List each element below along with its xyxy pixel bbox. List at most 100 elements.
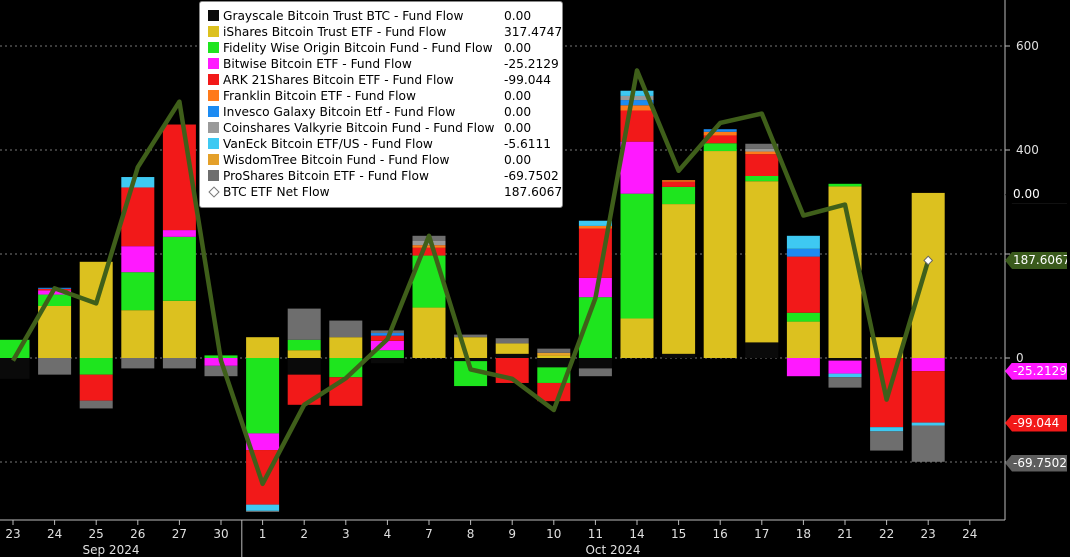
bar-segment <box>246 504 280 511</box>
bar-segment <box>329 337 363 358</box>
legend-swatch <box>208 170 219 181</box>
bar-segment <box>662 186 696 205</box>
bar-segment <box>162 300 196 358</box>
bar-segment <box>786 256 820 313</box>
bar-segment <box>537 367 571 383</box>
y-tick-label: 400 <box>1016 143 1039 157</box>
x-tick-label: 27 <box>172 527 187 541</box>
x-tick-label: 23 <box>921 527 936 541</box>
legend-row: iShares Bitcoin Trust ETF - Fund Flow 317… <box>200 24 562 40</box>
bar-segment <box>828 358 862 361</box>
bar-segment <box>287 350 321 358</box>
bar-segment <box>870 431 904 451</box>
bar-segment <box>79 400 113 409</box>
bar-segment <box>662 181 696 187</box>
x-tick-label: 25 <box>89 527 104 541</box>
bar-segment <box>162 230 196 237</box>
bar-segment <box>578 225 612 229</box>
x-tick-label: 11 <box>588 527 603 541</box>
legend-row: Invesco Galaxy Bitcoin Etf - Fund Flow 0.… <box>200 104 562 120</box>
x-tick-label: 15 <box>671 527 686 541</box>
x-tick-label: 21 <box>837 527 852 541</box>
bar-segment <box>786 248 820 257</box>
bar-segment <box>745 151 779 155</box>
bar-segment <box>620 193 654 319</box>
bar-segment <box>79 261 113 358</box>
x-tick-label: 26 <box>130 527 145 541</box>
bar-segment <box>578 220 612 226</box>
bar-segment <box>745 176 779 182</box>
bar-segment <box>911 358 945 372</box>
x-tick-label: 18 <box>796 527 811 541</box>
bar-segment <box>745 181 779 343</box>
bar-segment <box>412 247 446 256</box>
value-tag: -69.7502 <box>1005 454 1067 472</box>
value-tag: 187.6067 <box>1005 251 1067 269</box>
legend-label: Fidelity Wise Origin Bitcoin Fund - Fund… <box>223 41 493 55</box>
legend-swatch <box>208 58 219 69</box>
bar-segment <box>246 337 280 358</box>
bar-segment <box>537 382 571 402</box>
bar-segment <box>370 358 404 364</box>
value-tag: -25.2129 <box>1005 362 1067 380</box>
bar-segment <box>454 358 488 362</box>
bar-segment <box>828 377 862 388</box>
bar-segment <box>828 360 862 374</box>
bar-segment <box>162 358 196 369</box>
legend-row: Fidelity Wise Origin Bitcoin Fund - Fund… <box>200 40 562 56</box>
bar-segment <box>620 95 654 101</box>
x-tick-label: 8 <box>467 527 475 541</box>
bar-segment <box>246 510 280 512</box>
legend-row: ARK 21Shares Bitcoin ETF - Fund Flow -99.… <box>200 72 562 88</box>
bar-segment <box>745 143 779 149</box>
bar-segment <box>79 374 113 401</box>
legend-swatch <box>208 138 219 149</box>
bar-segment <box>495 338 529 344</box>
chart-legend: Grayscale Bitcoin Trust BTC - Fund Flow 0… <box>199 1 563 208</box>
bar-segment <box>412 307 446 358</box>
bar-segment <box>121 177 155 188</box>
legend-label: Invesco Galaxy Bitcoin Etf - Fund Flow <box>223 105 456 119</box>
month-label: Sep 2024 <box>83 543 140 557</box>
bar-segment <box>745 342 779 358</box>
bar-segment <box>495 343 529 354</box>
legend-row: Grayscale Bitcoin Trust BTC - Fund Flow 0… <box>200 8 562 24</box>
legend-swatch <box>208 26 219 37</box>
legend-value: -69.7502 <box>504 169 559 183</box>
bar-segment <box>370 350 404 358</box>
legend-value: 0.00 <box>504 105 532 119</box>
bar-segment <box>287 358 321 375</box>
bar-segment <box>786 321 820 358</box>
bar-segment <box>620 100 654 106</box>
legend-row: Franklin Bitcoin ETF - Fund Flow 0.00 <box>200 88 562 104</box>
x-tick-label: 14 <box>629 527 644 541</box>
bar-segment <box>121 358 155 369</box>
bar-segment <box>287 339 321 351</box>
bar-segment <box>620 90 654 96</box>
bar-segment <box>121 310 155 358</box>
bar-segment <box>911 425 945 462</box>
legend-swatch <box>208 42 219 53</box>
x-tick-label: 23 <box>5 527 20 541</box>
bar-segment <box>329 320 363 338</box>
x-tick-label: 7 <box>425 527 433 541</box>
bar-segment <box>329 377 363 406</box>
net-flow-line <box>11 68 931 487</box>
legend-swatch <box>208 106 219 117</box>
bar-segment <box>412 245 446 248</box>
bar-segment <box>662 353 696 358</box>
legend-row: BTC ETF Net Flow 187.6067 <box>200 184 562 200</box>
bar-segment <box>662 204 696 354</box>
legend-swatch <box>208 90 219 101</box>
bar-segment <box>828 373 862 378</box>
legend-swatch <box>208 122 219 133</box>
bar-segment <box>246 358 280 434</box>
bar-segment <box>162 236 196 301</box>
legend-value: -25.2129 <box>504 57 559 71</box>
bar-segment <box>828 183 862 187</box>
legend-row: Coinshares Valkyrie Bitcoin Fund - Fund … <box>200 120 562 136</box>
bar-segment <box>870 427 904 432</box>
value-tag: 0.00 <box>1005 186 1067 204</box>
x-tick-label: 9 <box>508 527 516 541</box>
legend-swatch <box>208 74 219 85</box>
